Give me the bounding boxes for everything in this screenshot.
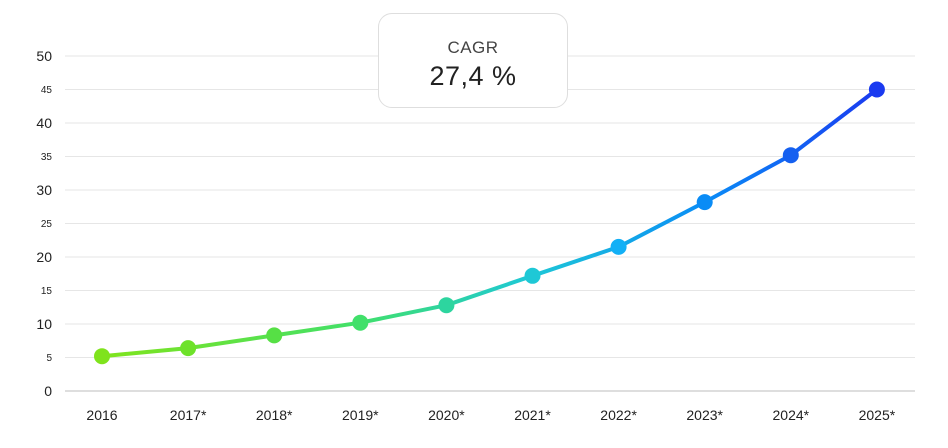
data-point — [352, 314, 369, 331]
data-point — [868, 81, 885, 98]
y-tick-label: 10 — [36, 316, 52, 332]
y-tick-label: 50 — [36, 48, 52, 64]
y-tick-label: 25 — [41, 219, 53, 230]
grid-lines — [65, 55, 915, 392]
x-tick-label: 2020* — [428, 407, 465, 423]
x-tick-label: 2023* — [686, 407, 723, 423]
data-point — [610, 238, 627, 255]
cagr-value: 27,4 % — [429, 61, 517, 91]
x-tick-label: 2018* — [256, 407, 293, 423]
x-tick-label: 2021* — [514, 407, 551, 423]
y-tick-label: 30 — [36, 182, 52, 198]
x-axis-labels: 2016 2017* 2018* 2019* 2020* 2021* 2022* 2023* 2… — [86, 407, 895, 423]
y-axis-labels: 0 5 10 15 20 25 30 35 40 45 50 — [36, 48, 52, 399]
x-tick-label: 2016 — [86, 407, 117, 423]
x-tick-label: 2017* — [170, 407, 207, 423]
data-points — [94, 81, 885, 365]
data-point — [180, 340, 197, 357]
y-tick-label: 35 — [41, 152, 53, 163]
data-point — [94, 348, 110, 365]
y-tick-label: 15 — [41, 286, 53, 297]
y-tick-label: 5 — [46, 353, 52, 364]
series-line — [100, 87, 879, 359]
x-tick-label: 2025* — [859, 407, 896, 423]
data-point — [696, 194, 713, 211]
data-point — [524, 267, 541, 284]
y-tick-label: 45 — [41, 85, 53, 96]
data-point — [782, 147, 799, 164]
cagr-box: CAGR 27,4 % — [378, 13, 568, 108]
y-tick-label: 40 — [36, 115, 52, 131]
x-tick-label: 2022* — [600, 407, 637, 423]
x-tick-label: 2024* — [773, 407, 810, 423]
y-tick-label: 20 — [36, 249, 52, 265]
data-point — [266, 327, 283, 344]
y-tick-label: 0 — [44, 383, 52, 399]
data-point — [438, 297, 455, 314]
x-tick-label: 2019* — [342, 407, 379, 423]
cagr-label: CAGR — [447, 38, 499, 57]
